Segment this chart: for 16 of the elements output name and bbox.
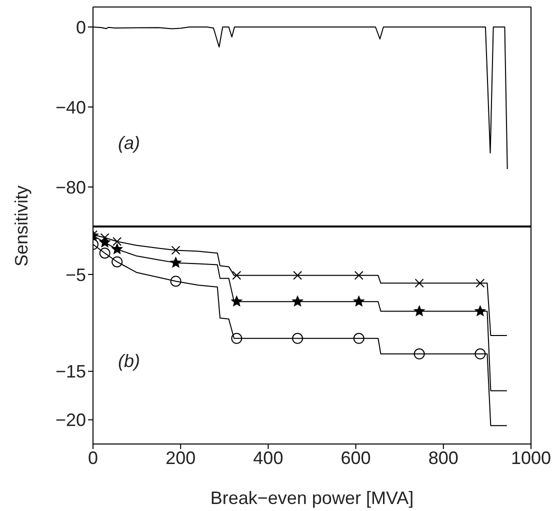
x-tick-label: 0 bbox=[88, 448, 98, 468]
annotation: (a) bbox=[118, 133, 140, 154]
x-tick-label: 400 bbox=[253, 448, 284, 468]
x-tick-label: 1000 bbox=[510, 448, 552, 468]
y-axis-title: Sensitivity bbox=[12, 185, 32, 267]
x-tick-label: 600 bbox=[340, 448, 371, 468]
x-tick-label: 800 bbox=[428, 448, 458, 468]
y-tick-label: −5 bbox=[65, 264, 86, 285]
x-axis-title: Break−even power [MVA] bbox=[210, 488, 414, 508]
y-tick-label: 0 bbox=[76, 17, 86, 38]
x-tick-label: 200 bbox=[166, 448, 196, 468]
y-tick-label: −15 bbox=[55, 362, 86, 382]
y-tick-label: −80 bbox=[55, 177, 86, 198]
y-tick-label: −40 bbox=[55, 97, 86, 118]
y-tick-label: −20 bbox=[55, 410, 86, 430]
annotation: (b) bbox=[118, 350, 140, 372]
